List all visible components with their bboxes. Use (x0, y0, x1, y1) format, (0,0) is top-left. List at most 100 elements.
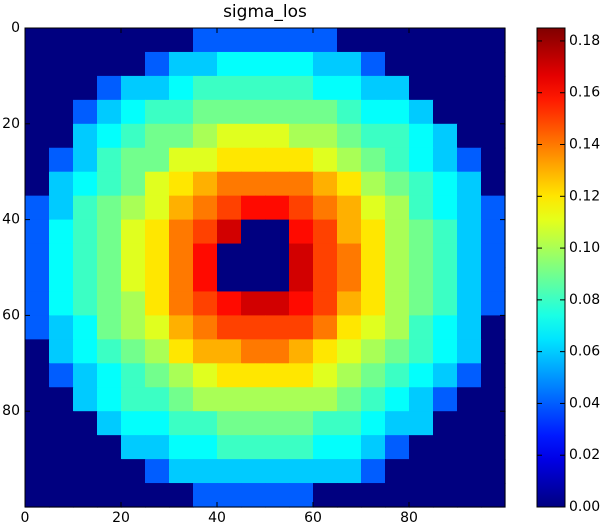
heat-cell (169, 387, 194, 412)
colorbar-tick-label: 0.18 (569, 33, 600, 49)
heat-cell (481, 483, 506, 508)
heat-cell (385, 483, 410, 508)
heat-cell (337, 315, 362, 340)
heat-cell (385, 171, 410, 197)
heat-cell (313, 243, 338, 269)
heat-cell (217, 147, 242, 173)
heat-cell (145, 147, 170, 173)
heat-cell (97, 171, 122, 197)
heat-cell (49, 28, 74, 53)
heat-cell (361, 171, 386, 197)
heat-cell (241, 339, 266, 364)
heat-cell (169, 195, 194, 221)
heat-cell (457, 435, 482, 460)
heat-cell (121, 51, 146, 77)
heat-cell (25, 147, 50, 173)
heat-cell (409, 483, 434, 508)
heat-cell (49, 459, 74, 484)
heat-cell (337, 219, 362, 245)
heat-cell (121, 363, 146, 388)
heat-cell (361, 51, 386, 77)
heat-cell (97, 123, 122, 149)
heat-cell (145, 315, 170, 340)
heat-cell (265, 459, 290, 484)
heat-cell (49, 75, 74, 101)
heat-cell (481, 315, 506, 340)
y-tick-label: 40 (2, 212, 20, 228)
heat-cell (385, 243, 410, 269)
heat-cell (433, 243, 458, 269)
heat-cell (97, 363, 122, 388)
heat-cell (265, 387, 290, 412)
heat-cell (313, 75, 338, 101)
heat-cell (97, 291, 122, 316)
heat-cell (145, 483, 170, 508)
heat-cell (49, 147, 74, 173)
heat-cell (481, 147, 506, 173)
heat-cell (49, 195, 74, 221)
heat-cell (145, 363, 170, 388)
heat-cell (217, 28, 242, 53)
heat-cell (193, 387, 218, 412)
heat-cell (337, 459, 362, 484)
heat-cell (49, 315, 74, 340)
heat-cell (289, 267, 314, 293)
heat-cell (361, 339, 386, 364)
heat-cell (481, 267, 506, 293)
heat-cell (97, 75, 122, 101)
heat-cell (169, 243, 194, 269)
heat-cell (241, 483, 266, 508)
heat-cell (313, 291, 338, 316)
heat-cell (457, 483, 482, 508)
heat-cell (265, 51, 290, 77)
heat-cell (25, 171, 50, 197)
heat-cell (361, 435, 386, 460)
heat-cell (49, 363, 74, 388)
heat-cell (217, 99, 242, 125)
heat-cell (337, 123, 362, 149)
heat-cell (481, 28, 506, 53)
heat-cell (289, 243, 314, 269)
heat-cell (97, 243, 122, 269)
heat-cell (121, 28, 146, 53)
heat-cell (193, 243, 218, 269)
heat-cell (25, 75, 50, 101)
heat-cell (385, 219, 410, 245)
heat-cell (97, 339, 122, 364)
heat-cell (49, 291, 74, 316)
heat-cell (121, 291, 146, 316)
colorbar-tick-label: 0.08 (569, 292, 600, 308)
y-tick-label: 80 (2, 403, 20, 419)
heat-cell (385, 99, 410, 125)
heat-cell (241, 267, 266, 293)
heat-cell (361, 123, 386, 149)
heat-cell (241, 363, 266, 388)
heat-cell (337, 267, 362, 293)
heat-cell (433, 483, 458, 508)
heat-cell (337, 387, 362, 412)
heat-cell (73, 171, 98, 197)
heat-cell (481, 363, 506, 388)
heat-cell (337, 147, 362, 173)
heat-cell (217, 459, 242, 484)
heat-cell (193, 219, 218, 245)
heat-cell (49, 171, 74, 197)
heat-cell (121, 459, 146, 484)
heat-cell (97, 315, 122, 340)
heat-cell (457, 99, 482, 125)
heat-cell (121, 219, 146, 245)
heat-cell (289, 459, 314, 484)
heat-cell (337, 291, 362, 316)
heat-cell (409, 195, 434, 221)
heat-cell (25, 411, 50, 436)
heat-cell (481, 171, 506, 197)
heat-cell (289, 483, 314, 508)
heat-cell (409, 171, 434, 197)
heat-cell (265, 363, 290, 388)
chart-title: sigma_los (223, 2, 307, 22)
heat-cell (337, 483, 362, 508)
heat-cell (25, 28, 50, 53)
heat-cell (409, 243, 434, 269)
heat-cell (385, 51, 410, 77)
heat-cell (457, 75, 482, 101)
